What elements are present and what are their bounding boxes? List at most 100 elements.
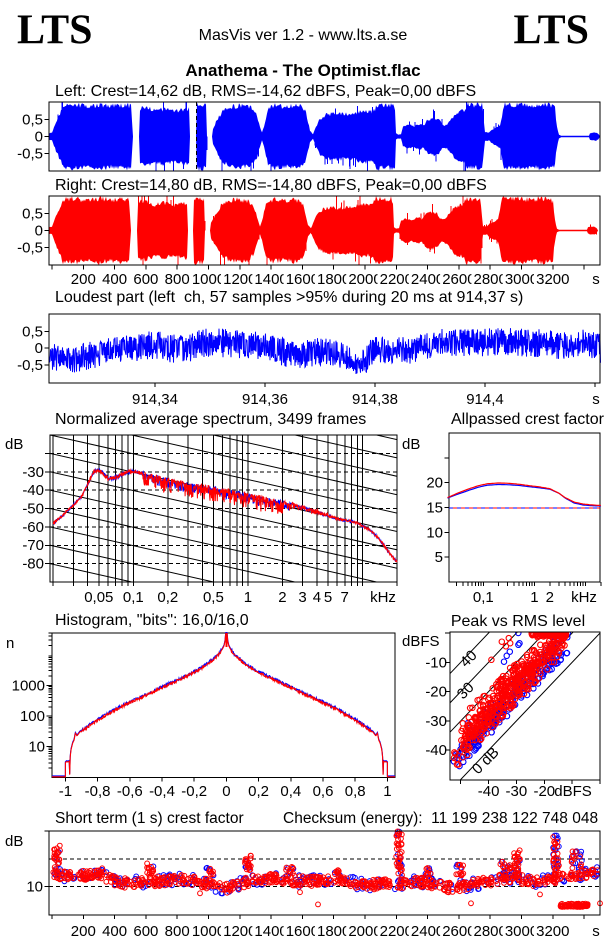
svg-text:600: 600: [133, 923, 158, 940]
svg-text:10: 10: [26, 879, 43, 896]
svg-text:1600: 1600: [286, 923, 319, 940]
svg-text:3200: 3200: [536, 271, 569, 288]
svg-text:1200: 1200: [223, 271, 256, 288]
svg-text:2000: 2000: [348, 271, 381, 288]
svg-text:2: 2: [546, 589, 554, 606]
svg-text:1000: 1000: [12, 677, 45, 694]
svg-text:400: 400: [102, 923, 127, 940]
svg-text:-30: -30: [425, 713, 447, 730]
svg-text:kHz: kHz: [370, 589, 396, 606]
svg-text:2000: 2000: [348, 923, 381, 940]
svg-text:-0,5: -0,5: [17, 357, 43, 374]
svg-text:10: 10: [28, 739, 45, 756]
svg-text:dB: dB: [5, 436, 23, 453]
svg-text:dBFS: dBFS: [554, 783, 592, 800]
svg-text:1: 1: [244, 589, 252, 606]
svg-text:Allpassed crest factor: Allpassed crest factor: [451, 411, 605, 428]
svg-text:15: 15: [426, 500, 443, 517]
svg-text:s: s: [592, 271, 600, 288]
svg-text:0,5: 0,5: [22, 324, 43, 341]
svg-text:-60: -60: [22, 519, 44, 536]
svg-text:-80: -80: [22, 556, 44, 573]
svg-text:2600: 2600: [442, 923, 475, 940]
svg-text:10: 10: [426, 524, 443, 541]
svg-text:0,4: 0,4: [280, 783, 301, 800]
svg-text:2400: 2400: [411, 271, 444, 288]
svg-text:800: 800: [165, 271, 190, 288]
svg-text:914,4: 914,4: [466, 391, 504, 408]
svg-text:200: 200: [71, 271, 96, 288]
svg-text:-50: -50: [22, 501, 44, 518]
svg-text:LTS: LTS: [17, 8, 93, 54]
svg-text:0: 0: [35, 129, 43, 146]
svg-text:0,5: 0,5: [22, 112, 43, 129]
svg-text:2800: 2800: [474, 271, 507, 288]
svg-text:Histogram, "bits": 16,0/16,0: Histogram, "bits": 16,0/16,0: [55, 612, 249, 629]
svg-text:Left: Crest=14,62 dB, RMS=-14,: Left: Crest=14,62 dB, RMS=-14,62 dBFS, P…: [55, 83, 476, 100]
svg-text:-20: -20: [425, 684, 447, 701]
svg-text:s: s: [592, 923, 600, 940]
svg-text:0,6: 0,6: [313, 783, 334, 800]
svg-text:914,36: 914,36: [242, 391, 288, 408]
svg-text:3: 3: [298, 589, 306, 606]
svg-text:-0,4: -0,4: [149, 783, 175, 800]
svg-text:0: 0: [35, 340, 43, 357]
svg-text:-10: -10: [425, 654, 447, 671]
svg-text:kHz: kHz: [571, 589, 597, 606]
svg-text:2600: 2600: [442, 271, 475, 288]
svg-text:-1: -1: [59, 783, 72, 800]
svg-text:1: 1: [383, 783, 391, 800]
svg-text:100: 100: [20, 708, 45, 725]
svg-text:0,2: 0,2: [157, 589, 178, 606]
svg-text:5: 5: [435, 549, 443, 566]
svg-text:2200: 2200: [380, 923, 413, 940]
svg-text:-0,5: -0,5: [17, 240, 43, 257]
svg-text:1400: 1400: [254, 271, 287, 288]
svg-text:-0,8: -0,8: [85, 783, 111, 800]
svg-text:dB: dB: [402, 436, 420, 453]
svg-text:Peak vs RMS level: Peak vs RMS level: [451, 613, 585, 630]
svg-text:20: 20: [426, 475, 443, 492]
svg-text:2: 2: [278, 589, 286, 606]
svg-text:3000: 3000: [505, 271, 538, 288]
svg-text:1: 1: [530, 589, 538, 606]
svg-text:0: 0: [222, 783, 230, 800]
svg-text:-0,6: -0,6: [117, 783, 143, 800]
svg-text:Right: Crest=14,80 dB, RMS=-14: Right: Crest=14,80 dB, RMS=-14,80 dBFS, …: [55, 177, 487, 194]
svg-text:-40: -40: [22, 482, 44, 499]
svg-text:40: 40: [457, 647, 481, 671]
svg-text:2400: 2400: [411, 923, 444, 940]
svg-text:0,5: 0,5: [203, 589, 224, 606]
svg-text:2200: 2200: [380, 271, 413, 288]
svg-text:2800: 2800: [474, 923, 507, 940]
svg-text:5: 5: [324, 589, 332, 606]
svg-text:Loudest part (left ch, 57 sam: Loudest part (left ch, 57 samples >95% d…: [55, 289, 523, 306]
svg-text:n: n: [6, 635, 14, 652]
svg-text:Checksum (energy): 11 199 238: Checksum (energy): 11 199 238 122 748 04…: [283, 810, 598, 827]
svg-text:Normalized average spectrum, 3: Normalized average spectrum, 3499 frames: [55, 411, 366, 428]
svg-text:-20: -20: [533, 783, 555, 800]
svg-text:LTS: LTS: [513, 8, 589, 54]
svg-text:400: 400: [102, 271, 127, 288]
svg-text:1800: 1800: [317, 923, 350, 940]
svg-text:-40: -40: [478, 783, 500, 800]
svg-text:1800: 1800: [317, 271, 350, 288]
svg-text:1000: 1000: [192, 271, 225, 288]
svg-text:-70: -70: [22, 537, 44, 554]
svg-text:7: 7: [341, 589, 349, 606]
svg-text:30: 30: [454, 679, 478, 703]
svg-text:0,8: 0,8: [345, 783, 366, 800]
svg-text:Short term (1 s) crest factor: Short term (1 s) crest factor: [55, 810, 244, 827]
svg-text:600: 600: [133, 271, 158, 288]
svg-text:0: 0: [35, 223, 43, 240]
svg-text:0,2: 0,2: [248, 783, 269, 800]
svg-text:-30: -30: [506, 783, 528, 800]
svg-text:s: s: [592, 391, 600, 408]
svg-text:4: 4: [313, 589, 321, 606]
svg-text:-0,5: -0,5: [17, 146, 43, 163]
svg-text:dBFS: dBFS: [402, 633, 440, 650]
svg-text:0,1: 0,1: [473, 589, 494, 606]
svg-text:MasVis ver 1.2 - www.lts.a.se: MasVis ver 1.2 - www.lts.a.se: [199, 27, 408, 44]
svg-text:0,05: 0,05: [84, 589, 113, 606]
svg-text:-30: -30: [22, 464, 44, 481]
